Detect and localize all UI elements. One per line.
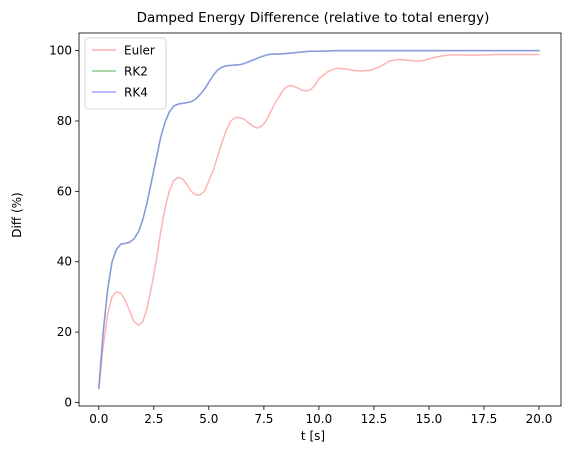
x-tick-label: 2.5 bbox=[144, 412, 163, 426]
x-tick-label: 0.0 bbox=[89, 412, 108, 426]
x-axis-label: t [s] bbox=[301, 429, 325, 443]
y-tick-label: 80 bbox=[57, 114, 72, 128]
legend-label-rk4: RK4 bbox=[124, 86, 148, 100]
series-layer bbox=[98, 49, 540, 390]
axes-frame bbox=[78, 32, 562, 407]
y-tick-label: 60 bbox=[57, 184, 72, 198]
y-tick-label: 0 bbox=[64, 395, 72, 409]
y-tick-label: 100 bbox=[49, 44, 72, 58]
legend: Euler RK2 RK4 bbox=[84, 37, 167, 110]
x-tick-label: 7.5 bbox=[254, 412, 273, 426]
x-tick-label: 5.0 bbox=[199, 412, 218, 426]
x-tick-label: 15.0 bbox=[416, 412, 443, 426]
y-tick-label: 20 bbox=[57, 325, 72, 339]
series-line-rk4 bbox=[98, 49, 540, 390]
x-tick-label: 12.5 bbox=[361, 412, 388, 426]
y-tick-label: 40 bbox=[57, 255, 72, 269]
x-tick-label: 20.0 bbox=[526, 412, 553, 426]
series-line-euler bbox=[98, 53, 540, 390]
x-tick-label: 17.5 bbox=[471, 412, 498, 426]
chart-title: Damped Energy Difference (relative to to… bbox=[137, 10, 490, 26]
legend-label-rk2: RK2 bbox=[124, 65, 148, 79]
axes-layer: 0.0 2.5 5.0 7.5 10.0 12.5 15.0 17.5 20.0 0 20 40 60 8… bbox=[49, 32, 562, 426]
x-tick-label: 10.0 bbox=[306, 412, 333, 426]
y-axis-label: Diff (%) bbox=[10, 192, 24, 237]
legend-label-euler: Euler bbox=[124, 44, 155, 58]
